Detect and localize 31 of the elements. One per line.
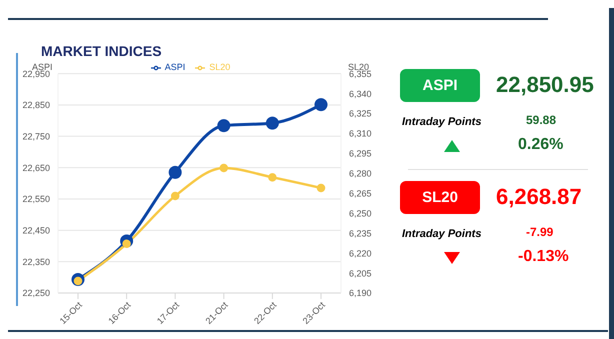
y2-tick-label: 6,205	[349, 268, 372, 278]
chart-title: MARKET INDICES	[41, 43, 162, 59]
legend-label: SL20	[209, 62, 230, 72]
y2-tick-label: 6,295	[349, 148, 372, 159]
text: 22,850.95	[496, 72, 594, 98]
text: SL20	[400, 181, 480, 214]
text: Intraday Points	[402, 228, 482, 240]
text: -7.99	[526, 225, 554, 239]
text: 6,268.87	[496, 184, 582, 210]
y2-tick-label: 6,250	[349, 208, 372, 218]
y2-tick-label: 6,340	[349, 88, 372, 99]
y-tick-label: 22,550	[22, 194, 50, 204]
y-tick-label: 22,850	[22, 100, 50, 110]
y-tick-label: 22,350	[22, 256, 50, 267]
y2-tick-label: 6,265	[349, 188, 372, 198]
y-tick-label: 22,750	[22, 132, 50, 142]
y-tick-label: 22,250	[22, 288, 50, 298]
y2-tick-label: 6,235	[349, 228, 372, 238]
y-tick-label: 22,650	[22, 162, 50, 173]
y-tick-label: 22,450	[22, 226, 50, 236]
text: ASPI	[400, 69, 480, 102]
y2-tick-label: 6,310	[349, 128, 372, 139]
y2-tick-label: 6,190	[349, 288, 372, 298]
y2-tick-label: 6,280	[349, 168, 372, 179]
y2-tick-label: 6,220	[349, 248, 372, 258]
legend-label: ASPI	[164, 62, 186, 72]
y2-tick-label: 6,325	[349, 108, 372, 119]
text: 0.26%	[518, 136, 564, 154]
text: Intraday Points	[402, 116, 482, 128]
text: 59.88	[526, 113, 556, 127]
text: -0.13%	[518, 248, 569, 266]
